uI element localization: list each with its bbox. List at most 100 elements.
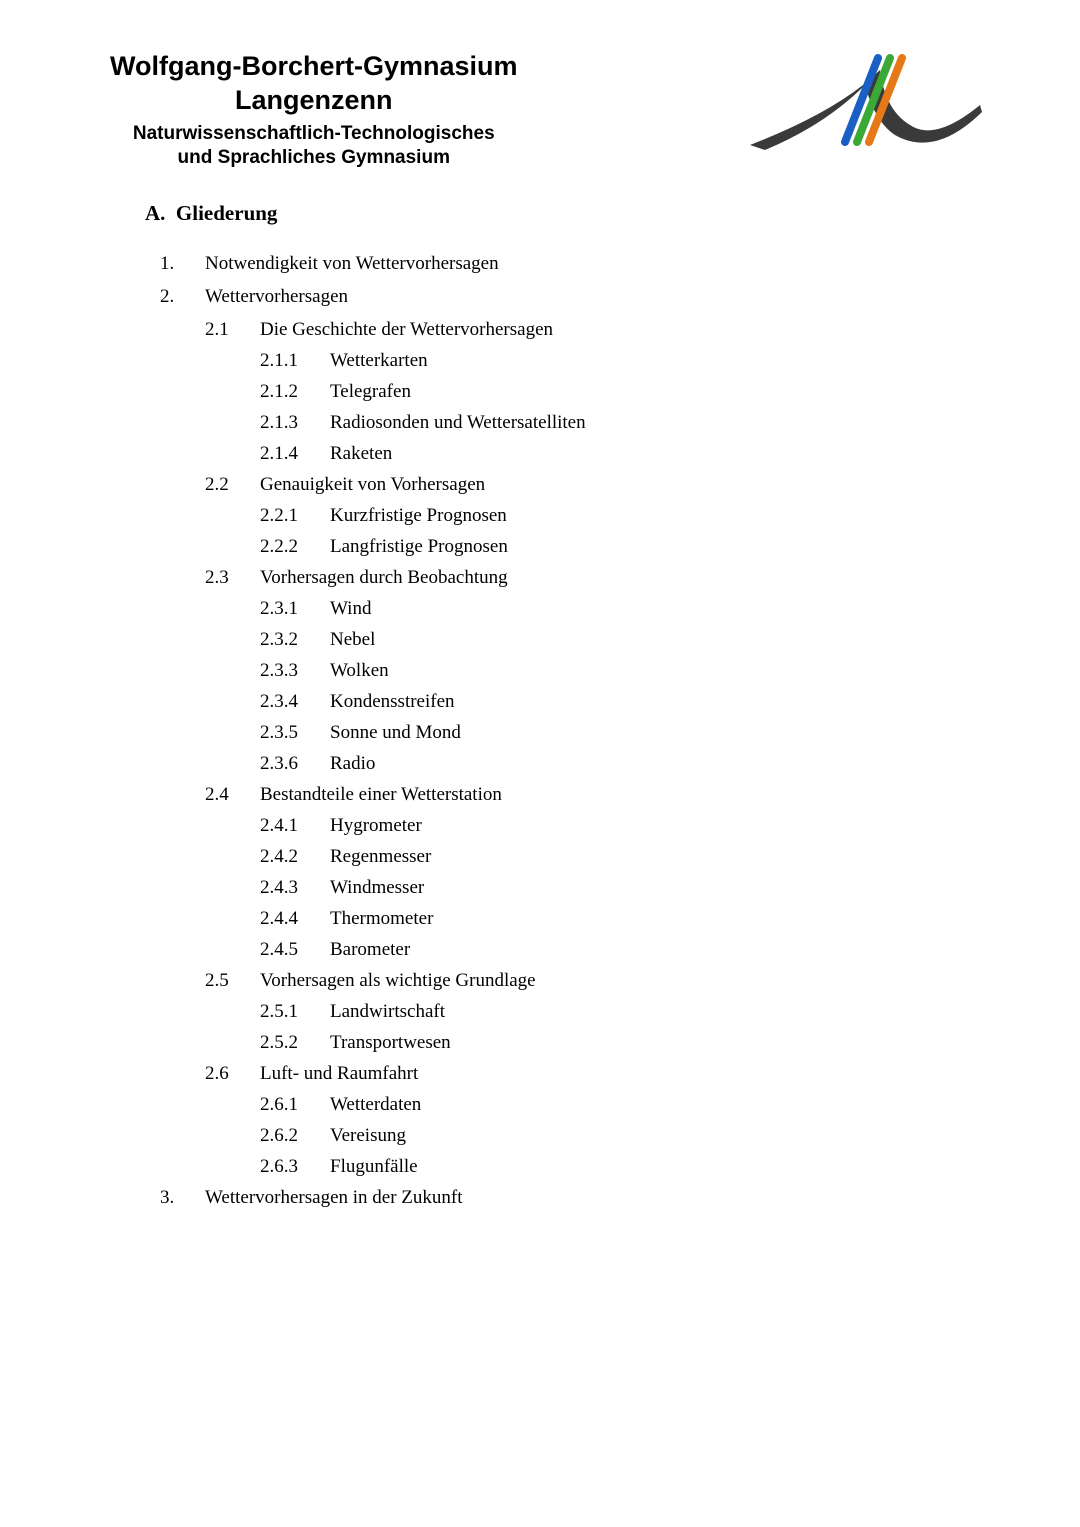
school-line1: Wolfgang-Borchert-Gymnasium — [110, 51, 518, 81]
sub-group: 2.1 Die Geschichte der Wettervorhersagen… — [160, 320, 990, 463]
item-number: 2.1.3 — [260, 413, 330, 432]
list-item: 2.4.5 Barometer — [260, 940, 990, 959]
item-text: Wettervorhersagen — [205, 287, 348, 306]
list-item: 2.6.3 Flugunfälle — [260, 1157, 990, 1176]
list-item: 2.3.1 Wind — [260, 599, 990, 618]
list-item: 2.3.6 Radio — [260, 754, 990, 773]
item-text: Kondensstreifen — [330, 692, 455, 711]
list-item: 2.2.1 Kurzfristige Prognosen — [260, 506, 990, 525]
list-item: 2.5.2 Transportwesen — [260, 1033, 990, 1052]
item-number: 2. — [160, 287, 205, 306]
item-number: 2.6.3 — [260, 1157, 330, 1176]
item-number: 2.1 — [205, 320, 260, 339]
section-title: Gliederung — [176, 201, 278, 225]
item-text: Raketen — [330, 444, 392, 463]
item-text: Wettervorhersagen in der Zukunft — [205, 1188, 463, 1207]
list-item: 2.6 Luft- und Raumfahrt — [205, 1064, 990, 1083]
item-text: Notwendigkeit von Wettervorhersagen — [205, 254, 499, 273]
item-text: Landwirtschaft — [330, 1002, 445, 1021]
list-item: 2.2 Genauigkeit von Vorhersagen — [205, 475, 990, 494]
item-text: Nebel — [330, 630, 375, 649]
item-text: Hygrometer — [330, 816, 422, 835]
item-number: 2.4 — [205, 785, 260, 804]
item-number: 2.3.2 — [260, 630, 330, 649]
item-text: Genauigkeit von Vorhersagen — [260, 475, 485, 494]
item-number: 2.4.1 — [260, 816, 330, 835]
item-text: Flugunfälle — [330, 1157, 418, 1176]
item-number: 2.1.2 — [260, 382, 330, 401]
item-text: Transportwesen — [330, 1033, 451, 1052]
item-number: 2.2 — [205, 475, 260, 494]
list-item: 1. Notwendigkeit von Wettervorhersagen — [160, 254, 990, 273]
item-number: 3. — [160, 1188, 205, 1207]
item-text: Langfristige Prognosen — [330, 537, 508, 556]
item-number: 2.3.5 — [260, 723, 330, 742]
sub-group: 2.2 Genauigkeit von Vorhersagen 2.2.1 Ku… — [160, 475, 990, 556]
sub-group: 2.5 Vorhersagen als wichtige Grundlage 2… — [160, 971, 990, 1052]
item-text: Die Geschichte der Wettervorhersagen — [260, 320, 553, 339]
item-text: Wetterkarten — [330, 351, 428, 370]
school-line2: Langenzenn — [235, 85, 393, 115]
item-text: Bestandteile einer Wetterstation — [260, 785, 502, 804]
item-number: 2.5.2 — [260, 1033, 330, 1052]
item-number: 2.4.5 — [260, 940, 330, 959]
school-logo-icon — [710, 50, 990, 170]
list-item: 2.5 Vorhersagen als wichtige Grundlage — [205, 971, 990, 990]
list-item: 2.1.4 Raketen — [260, 444, 990, 463]
sub-group: 2.4 Bestandteile einer Wetterstation 2.4… — [160, 785, 990, 959]
item-number: 2.4.3 — [260, 878, 330, 897]
item-number: 2.4.2 — [260, 847, 330, 866]
school-subtitle: Naturwissenschaftlich-Technologisches un… — [110, 122, 518, 171]
item-text: Vorhersagen als wichtige Grundlage — [260, 971, 536, 990]
list-item: 2.4.2 Regenmesser — [260, 847, 990, 866]
item-number: 2.3 — [205, 568, 260, 587]
list-item: 2.1.3 Radiosonden und Wettersatelliten — [260, 413, 990, 432]
item-number: 2.1.1 — [260, 351, 330, 370]
item-text: Wetterdaten — [330, 1095, 421, 1114]
item-text: Luft- und Raumfahrt — [260, 1064, 418, 1083]
list-item: 2.4.1 Hygrometer — [260, 816, 990, 835]
item-text: Barometer — [330, 940, 410, 959]
list-item: 2.3.5 Sonne und Mond — [260, 723, 990, 742]
item-text: Kurzfristige Prognosen — [330, 506, 507, 525]
subtitle-line1: Naturwissenschaftlich-Technologisches — [133, 123, 495, 144]
item-text: Wolken — [330, 661, 389, 680]
header-text: Wolfgang-Borchert-Gymnasium Langenzenn N… — [110, 50, 518, 171]
list-item: 2.4 Bestandteile einer Wetterstation — [205, 785, 990, 804]
item-number: 2.6.2 — [260, 1126, 330, 1145]
item-text: Sonne und Mond — [330, 723, 461, 742]
list-item: 2.5.1 Landwirtschaft — [260, 1002, 990, 1021]
section-heading: A. Gliederung — [145, 201, 990, 226]
list-item: 2.1.2 Telegrafen — [260, 382, 990, 401]
item-text: Regenmesser — [330, 847, 431, 866]
list-item: 2.3.2 Nebel — [260, 630, 990, 649]
item-text: Telegrafen — [330, 382, 411, 401]
list-item: 2.3.3 Wolken — [260, 661, 990, 680]
item-number: 2.5 — [205, 971, 260, 990]
list-item: 2.2.2 Langfristige Prognosen — [260, 537, 990, 556]
school-name: Wolfgang-Borchert-Gymnasium Langenzenn — [110, 50, 518, 118]
item-text: Radio — [330, 754, 375, 773]
outline: 1. Notwendigkeit von Wettervorhersagen 2… — [160, 254, 990, 1207]
sub-group: 2.6 Luft- und Raumfahrt 2.6.1 Wetterdate… — [160, 1064, 990, 1176]
item-text: Thermometer — [330, 909, 433, 928]
item-number: 2.2.2 — [260, 537, 330, 556]
item-text: Windmesser — [330, 878, 424, 897]
item-number: 2.5.1 — [260, 1002, 330, 1021]
section-letter: A. — [145, 201, 165, 225]
list-item: 2.4.3 Windmesser — [260, 878, 990, 897]
list-item: 2.3 Vorhersagen durch Beobachtung — [205, 568, 990, 587]
item-number: 2.3.6 — [260, 754, 330, 773]
item-text: Wind — [330, 599, 371, 618]
item-number: 2.1.4 — [260, 444, 330, 463]
list-item: 3. Wettervorhersagen in der Zukunft — [160, 1188, 990, 1207]
item-text: Vereisung — [330, 1126, 406, 1145]
item-number: 2.4.4 — [260, 909, 330, 928]
item-text: Vorhersagen durch Beobachtung — [260, 568, 508, 587]
item-text: Radiosonden und Wettersatelliten — [330, 413, 586, 432]
list-item: 2.6.1 Wetterdaten — [260, 1095, 990, 1114]
list-item: 2.6.2 Vereisung — [260, 1126, 990, 1145]
list-item: 2.1 Die Geschichte der Wettervorhersagen — [205, 320, 990, 339]
item-number: 2.6 — [205, 1064, 260, 1083]
item-number: 1. — [160, 254, 205, 273]
